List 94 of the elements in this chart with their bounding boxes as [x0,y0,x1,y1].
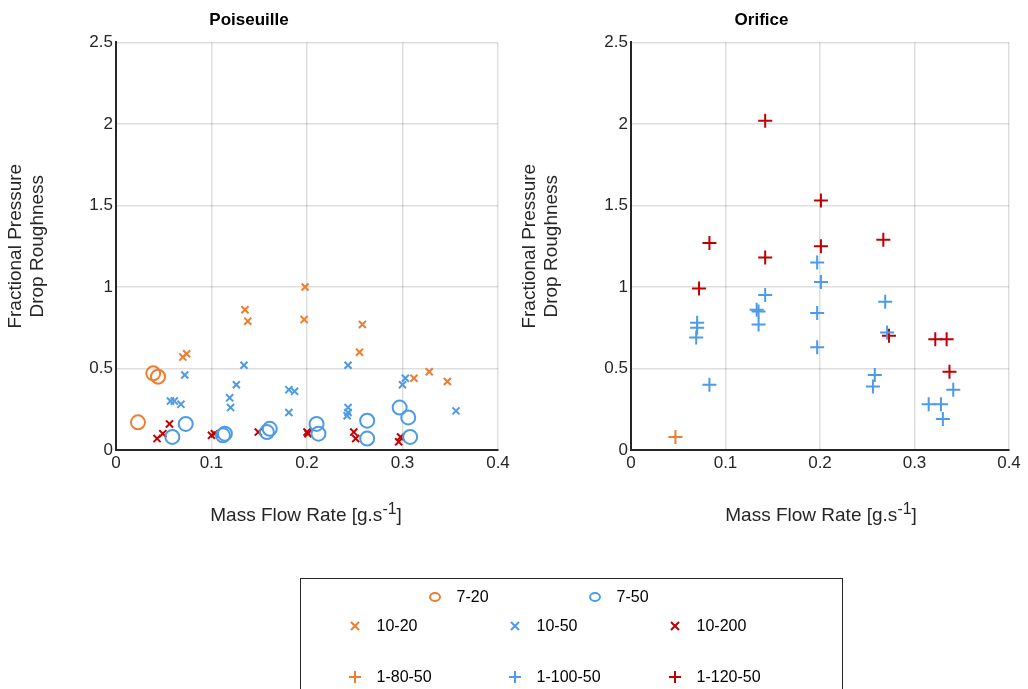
legend-label: 10-200 [696,617,747,635]
point [261,420,278,437]
x-axis-title: Mass Flow Rate [g.s$^{-1}$] [724,500,918,527]
point [938,331,955,348]
point [354,347,365,357]
point [239,360,249,370]
point [409,373,419,383]
point [424,367,434,377]
point [231,380,241,390]
point [442,376,452,387]
point [932,396,949,413]
point [177,415,194,432]
point [357,319,367,329]
point [180,370,190,380]
y-axis-title: Fractional Pressure Drop Roughness [517,163,562,329]
point [701,234,718,251]
x-tick-label: 0.3 [390,452,415,472]
point [812,238,829,255]
point [152,434,162,444]
point [258,424,275,441]
point [145,365,162,382]
point [164,428,181,445]
point [812,192,829,209]
x-tick-label: 0.4 [486,452,510,472]
legend-label: 1-80-50 [376,668,432,686]
point [243,316,253,326]
point [290,386,300,396]
y-tick-label: 2 [103,113,113,133]
point [310,425,327,442]
x-tick-label: 0.4 [997,452,1021,472]
legend-label: 10-20 [376,617,418,635]
point [308,415,325,432]
y-tick-label: 2 [618,113,628,133]
point [877,293,894,310]
legend-label: 1-100-50 [536,668,601,686]
legend-label: 7-20 [456,588,489,606]
x-tick-label: 0.1 [199,452,224,472]
point [757,249,774,266]
point [750,316,767,333]
point [178,352,188,362]
y-tick-label: 0 [103,439,113,459]
x-tick-label: 0.2 [295,452,319,472]
point [158,429,168,439]
y-tick-label: 0 [618,439,628,459]
y-tick-label: 0.5 [89,358,113,378]
point [343,360,353,370]
y-tick-label: 1 [103,276,113,296]
point [691,280,708,297]
point [182,349,192,359]
y-tick-label: 0.5 [604,358,628,378]
y-axis-title: Fractional Pressure Drop Roughness [3,163,48,329]
point [150,368,167,385]
y-tick-label: 2.5 [89,32,113,52]
point [176,399,186,409]
point [757,112,774,129]
point [402,428,419,445]
x-axis-title: Mass Flow Rate [g.s$^{-1}$] [209,500,403,527]
y-tick-label: 2.5 [604,32,628,52]
chart-title: Orifice [734,9,789,29]
point [359,430,376,447]
point [701,376,718,393]
y-tick-label: 1.5 [89,195,113,215]
point [391,399,408,416]
legend-label: 7-50 [616,588,649,606]
x-tick-label: 0.1 [713,452,738,472]
point [299,315,309,325]
point [284,385,294,395]
point [864,378,881,395]
point [809,254,826,271]
point [400,409,417,426]
point [941,363,958,380]
point [129,414,146,431]
x-tick-label: 0.3 [902,452,927,472]
point [451,406,461,416]
y-tick-label: 1.5 [604,195,628,215]
point [240,305,250,315]
point [164,419,175,429]
point [875,231,892,248]
point [165,396,175,406]
x-tick-label: 0.2 [808,452,832,472]
chart-title: Poiseuille [209,9,289,29]
point [343,407,353,418]
legend-label: 1-120-50 [696,668,761,686]
point [169,396,179,406]
point [688,329,705,346]
point [920,396,937,413]
y-tick-label: 1 [618,276,628,296]
point [284,407,294,418]
point [945,381,962,398]
point [359,412,376,429]
point [300,282,310,292]
legend-label: 10-50 [536,617,578,635]
point [809,339,826,356]
point [253,427,263,437]
